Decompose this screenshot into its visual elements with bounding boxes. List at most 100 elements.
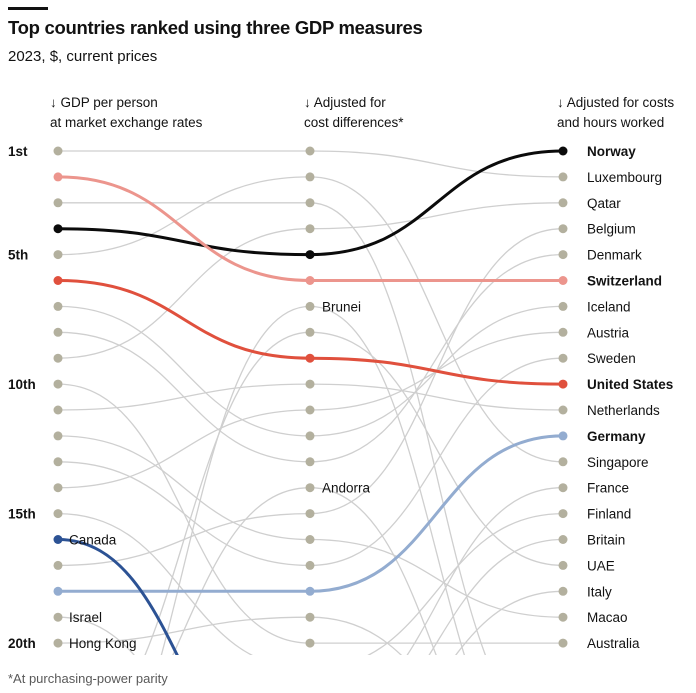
node-united-states-col0: [53, 276, 63, 285]
rank-tick-label: 10th: [8, 377, 36, 392]
link-germany-1: [309, 434, 564, 593]
node-sweden-col2: [558, 353, 568, 363]
country-label-right: Australia: [587, 636, 640, 651]
node-norway-col0: [53, 224, 63, 234]
link-britain-1: [428, 538, 564, 655]
node-netherlands-col1: [305, 379, 315, 389]
country-label-right: Denmark: [587, 248, 642, 263]
link-qatar-1: [309, 202, 564, 230]
column-header-line2: cost differences*: [304, 115, 404, 130]
node-austria-col0: [53, 483, 63, 493]
column-header-line1: Adjusted for costs: [566, 95, 675, 110]
node-united-states-col2: [558, 379, 568, 389]
node-ireland-col0: [53, 198, 63, 208]
country-label-right: Macao: [587, 610, 628, 625]
link-sweden-1: [309, 357, 564, 567]
node-britain-col2: [558, 535, 568, 544]
node-singapore-col0: [53, 250, 63, 260]
node-denmark-col0: [53, 327, 63, 337]
link-israel-0: [57, 616, 135, 655]
rank-tick-label: 5th: [8, 248, 28, 263]
link-denmark-1: [309, 253, 564, 463]
node-finland-col0: [53, 509, 63, 519]
node-austria-col1: [305, 405, 315, 415]
node-switzerland-col0: [53, 172, 63, 182]
rank-tick-label: 15th: [8, 507, 36, 522]
node-italy-col2: [558, 586, 568, 596]
node-belgium-col1: [305, 509, 315, 519]
link-singapore-1: [309, 176, 564, 463]
link-norway-1: [309, 149, 564, 257]
node-uae-col1: [305, 327, 315, 337]
country-label-mid: Brunei: [322, 299, 361, 314]
column-header-market-rates: ↓ GDP per person at market exchange rate…: [50, 93, 202, 133]
link-switzerland-0: [57, 175, 311, 282]
node-luxembourg-col0: [53, 146, 63, 156]
node-israel-col0: [53, 612, 63, 622]
link-brunei-0: [160, 305, 311, 655]
country-label-right: Sweden: [587, 351, 636, 366]
country-label-right: UAE: [587, 558, 615, 573]
node-belgium-col0: [53, 560, 63, 570]
chart-title: Top countries ranked using three GDP mea…: [8, 17, 423, 38]
link-singapore-0: [57, 176, 311, 256]
node-switzerland-col1: [305, 276, 315, 285]
node-canada-col0: [53, 535, 63, 544]
link-netherlands-1: [309, 383, 564, 411]
node-iceland-col2: [558, 301, 568, 311]
node-singapore-col2: [558, 457, 568, 467]
rank-axis: 1st 5th 10th 15th 20th: [8, 144, 36, 651]
country-label-right: Britain: [587, 533, 625, 548]
country-label-right: Iceland: [587, 299, 631, 314]
country-label-right: Norway: [587, 144, 636, 159]
link-finland-1: [367, 512, 564, 655]
link-qatar-0: [57, 228, 311, 359]
node-ireland-col1: [305, 198, 315, 208]
link-luxembourg-1: [309, 150, 564, 178]
column-header-line1: Adjusted for: [313, 95, 386, 110]
brand-bar: [8, 7, 48, 10]
arrow-down-icon: ↓: [304, 95, 311, 110]
link-ireland-1: [309, 202, 487, 655]
node-hong-kong-col0: [53, 638, 63, 648]
link-macao-0: [57, 435, 311, 541]
node-germany-col1: [305, 586, 315, 596]
link-sweden-0: [57, 461, 311, 567]
node-macao-col0: [53, 431, 63, 441]
country-label-mid: Andorra: [322, 481, 371, 496]
link-austria-0: [57, 409, 311, 489]
link-andorra-1: [309, 487, 437, 655]
node-norway-col2: [558, 146, 568, 156]
node-hong-kong-col1: [305, 612, 315, 622]
node-uae-col2: [558, 560, 568, 570]
link-italy-1: [455, 590, 564, 655]
node-germany-col0: [53, 586, 63, 596]
rank-tick-label: 20th: [8, 636, 36, 651]
node-belgium-col2: [558, 224, 568, 234]
node-netherlands-col0: [53, 405, 63, 415]
link-netherlands-0: [57, 383, 311, 411]
node-austria-col2: [558, 327, 568, 337]
country-label-right: Luxembourg: [587, 170, 662, 185]
country-label-left: Hong Kong: [69, 636, 137, 651]
node-qatar-col1: [305, 224, 315, 234]
chart-subtitle: 2023, $, current prices: [8, 48, 158, 65]
column-header-line2: at market exchange rates: [50, 115, 203, 130]
node-france-col2: [558, 483, 568, 493]
arrow-down-icon: ↓: [557, 95, 564, 110]
link-brunei-1: [309, 305, 466, 655]
link-united-states-1: [309, 356, 564, 386]
country-label-right: Singapore: [587, 455, 649, 470]
link-united-states-0: [57, 279, 311, 360]
node-australia-col0: [53, 379, 63, 389]
country-label-right: Germany: [587, 429, 646, 444]
country-label-right: Netherlands: [587, 403, 660, 418]
node-switzerland-col2: [558, 276, 568, 285]
highlight-lines: [57, 149, 564, 655]
link-andorra-0: [172, 487, 311, 655]
country-label-right: Finland: [587, 507, 631, 522]
footnote: *At purchasing-power parity: [8, 671, 168, 686]
node-denmark-col2: [558, 250, 568, 260]
country-label-right: Italy: [587, 584, 612, 599]
